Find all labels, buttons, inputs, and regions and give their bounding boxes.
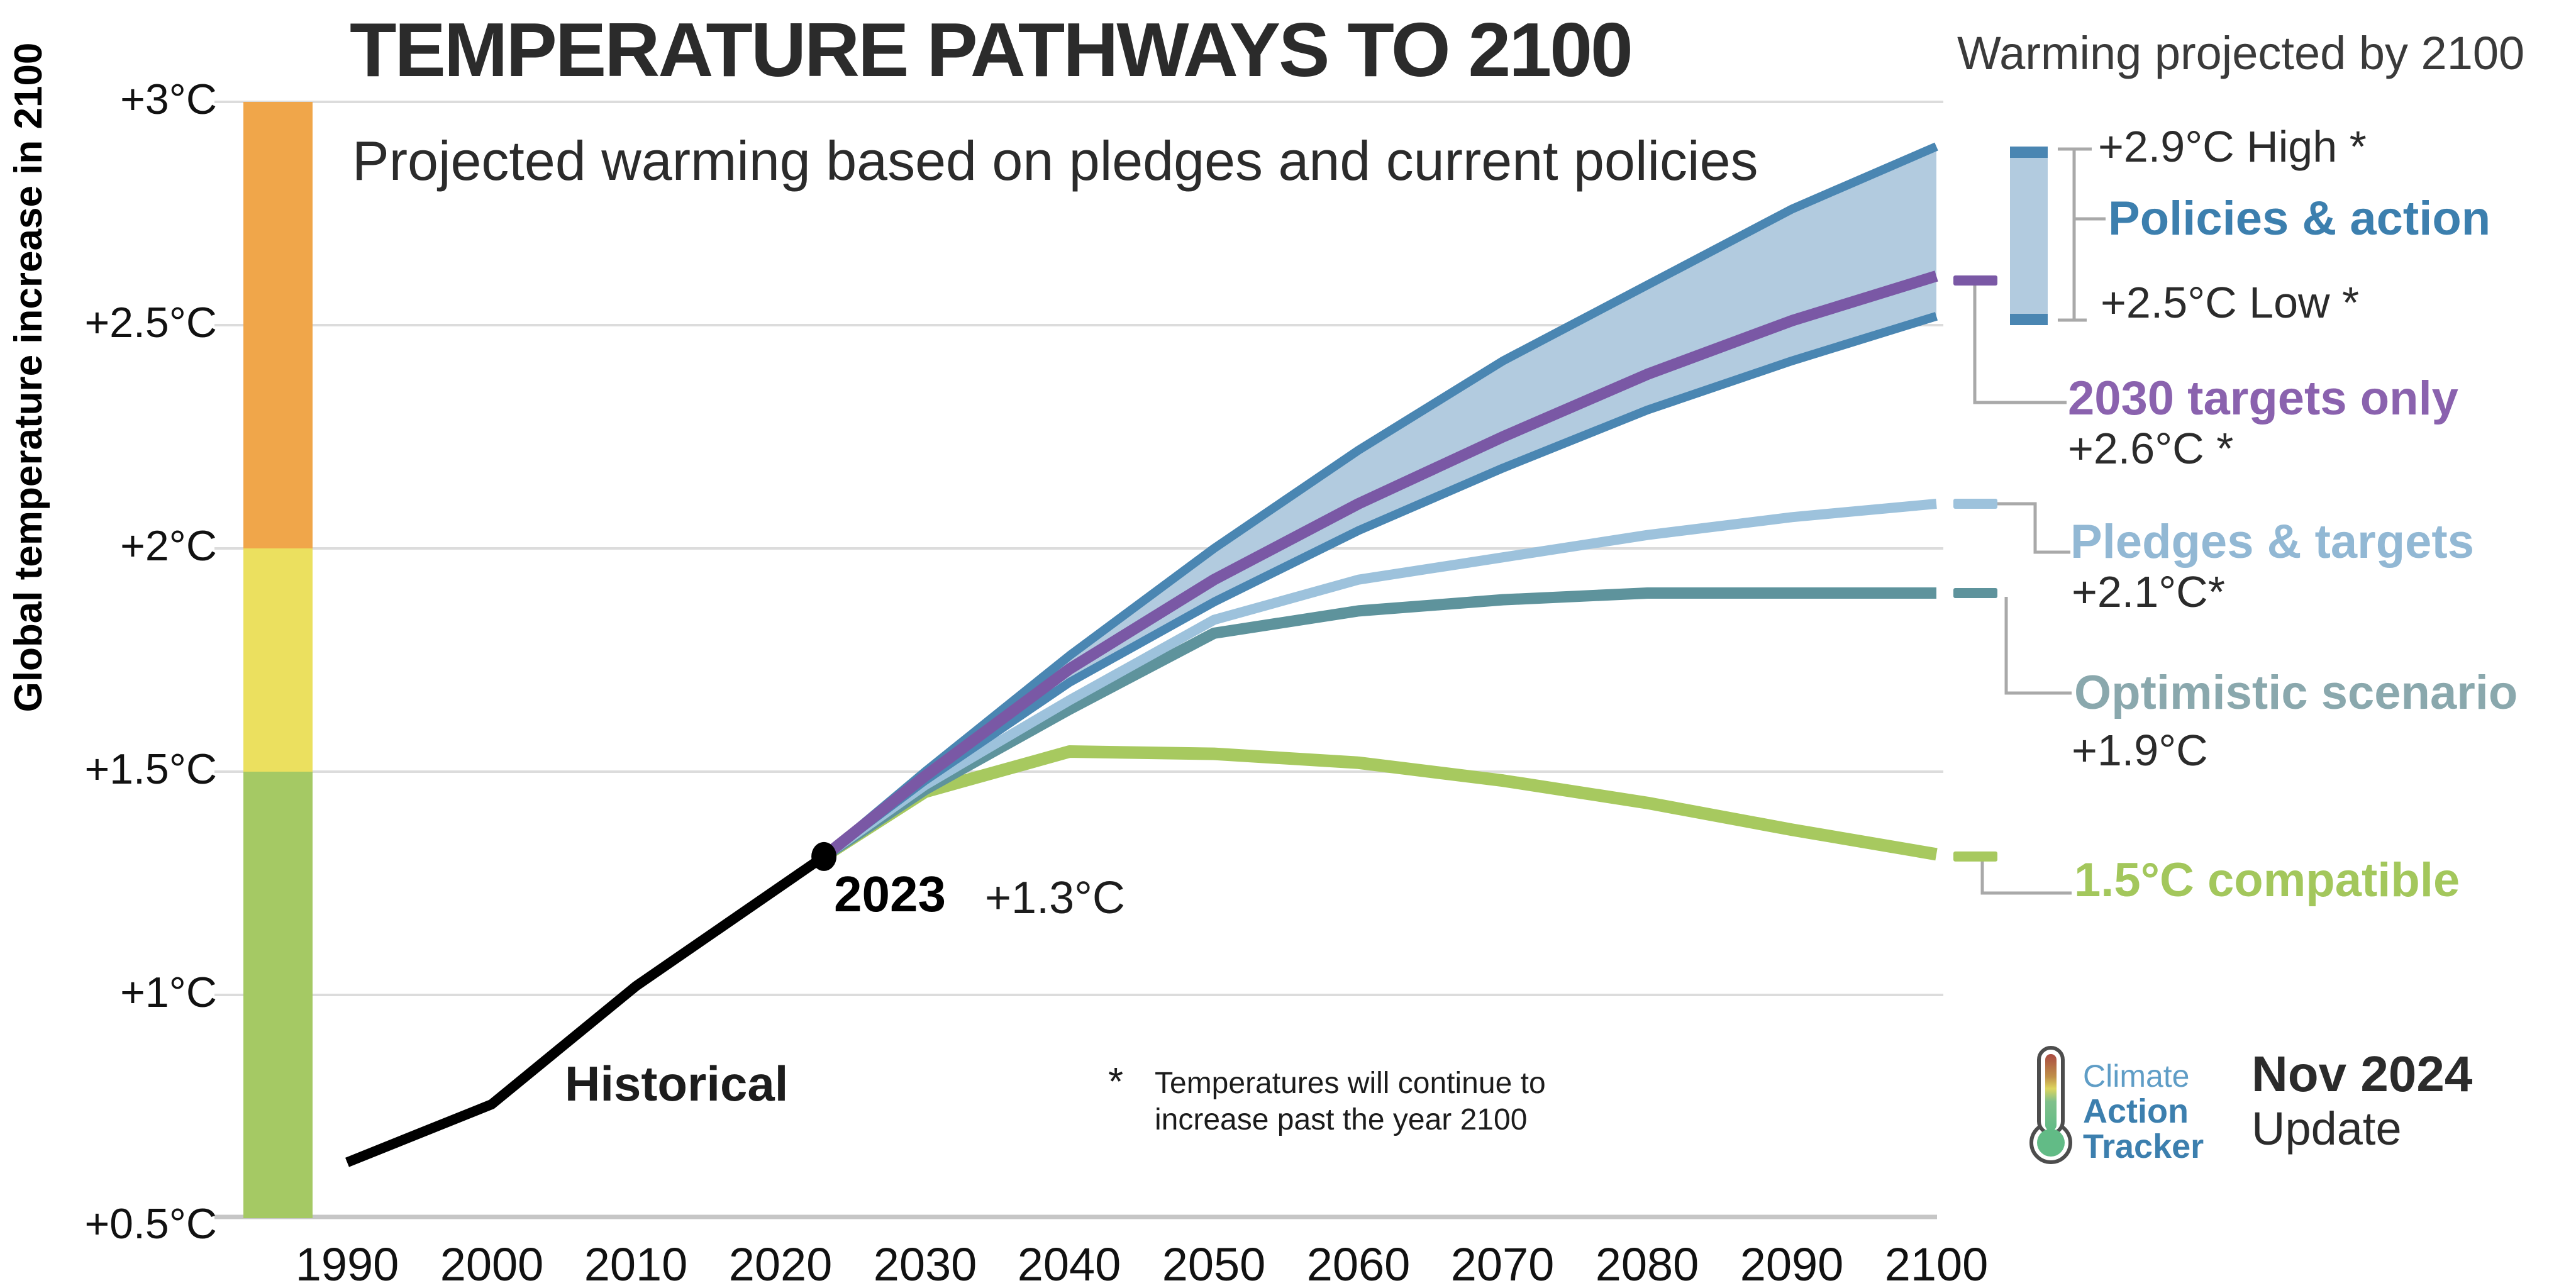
x-tick-2090: 2090: [1740, 1238, 1844, 1288]
y-axis-title: Global temperature increase in 2100: [7, 42, 50, 713]
y-tick-1-5: +1.5°C: [84, 745, 217, 793]
targets2030-label: 2030 targets only: [2068, 372, 2458, 425]
page-title: TEMPERATURE PATHWAYS TO 2100: [350, 7, 1633, 92]
policies-low-value: +2.5°C Low *: [2101, 278, 2360, 327]
optimistic-value: +1.9°C: [2072, 726, 2208, 775]
series-optimistic: [821, 587, 1936, 862]
annotation-2023: 2023: [834, 866, 946, 922]
policies-high-value: +2.9°C High *: [2098, 122, 2367, 171]
thermometer-logo-icon: [2029, 1046, 2072, 1164]
x-tick-2060: 2060: [1306, 1238, 1411, 1288]
x-tick-1990: 1990: [295, 1238, 399, 1288]
footnote-asterisk: *: [1108, 1060, 1124, 1104]
end-dash-optimistic: [1953, 588, 1997, 598]
policies-action-label: Policies & action: [2108, 192, 2491, 245]
legend-range-bar: [2010, 147, 2048, 325]
x-tick-2000: 2000: [440, 1238, 544, 1288]
end-dash-pledges: [1953, 499, 1997, 509]
series-targets2030: [820, 270, 1938, 861]
x-tick-2030: 2030: [873, 1238, 977, 1288]
footnote-text: Temperatures will continue to increase p…: [1155, 1067, 1546, 1136]
logo-text-tracker: Tracker: [2083, 1128, 2204, 1165]
legend-connector: [2004, 597, 2072, 695]
temperature-zone-bar: [243, 102, 313, 548]
series-historical: [345, 852, 827, 1167]
policies-action-band: [824, 147, 1936, 857]
y-tick-0-5: +0.5°C: [84, 1200, 217, 1248]
temperature-zone-bar: [243, 772, 313, 1218]
legend-connector: [1980, 860, 2072, 895]
band-high-edge: [821, 142, 1938, 860]
x-tick-2050: 2050: [1162, 1238, 1266, 1288]
update-label: Update: [2251, 1102, 2402, 1155]
y-tick-2-5: +2.5°C: [84, 299, 217, 347]
x-tick-2010: 2010: [584, 1238, 688, 1288]
historical-label: Historical: [565, 1056, 789, 1111]
point-2023-dot: [811, 841, 837, 871]
end-dash-targets2030: [1953, 275, 1997, 286]
pledges-targets-value: +2.1°C*: [2072, 567, 2225, 616]
band-low-edge: [821, 312, 1938, 860]
x-tick-2070: 2070: [1450, 1238, 1555, 1288]
annotation-2023-value: +1.3°C: [985, 873, 1125, 923]
x-tick-2080: 2080: [1595, 1238, 1699, 1288]
x-tick-2020: 2020: [728, 1238, 833, 1288]
targets2030-value: +2.6°C *: [2068, 424, 2234, 473]
pledges-targets-label: Pledges & targets: [2070, 515, 2474, 569]
page-subtitle: Projected warming based on pledges and c…: [352, 130, 1758, 192]
logo-text-action: Action: [2083, 1092, 2189, 1130]
right-panel-header: Warming projected by 2100: [1957, 27, 2525, 79]
optimistic-label: Optimistic scenario: [2074, 666, 2518, 719]
series-pledges: [821, 499, 1937, 861]
compatible-label: 1.5°C compatible: [2074, 853, 2460, 907]
update-date: Nov 2024: [2251, 1046, 2473, 1102]
temperature-zone-bar: [243, 548, 313, 772]
x-tick-2040: 2040: [1017, 1238, 1121, 1288]
series-compatible: [820, 745, 1938, 862]
y-tick-1: +1°C: [120, 969, 217, 1016]
legend-range-bar-bottom-cap: [2010, 314, 2048, 325]
legend-range-bar-top-cap: [2010, 147, 2048, 158]
y-tick-3: +3°C: [120, 75, 217, 123]
legend-connector: [1997, 502, 2070, 554]
x-tick-2100: 2100: [1884, 1238, 1989, 1288]
y-tick-2: +2°C: [120, 522, 217, 570]
end-dash-compatible: [1953, 851, 1997, 862]
legend-connector: [1973, 286, 2067, 404]
logo-text-climate: Climate: [2083, 1058, 2190, 1094]
